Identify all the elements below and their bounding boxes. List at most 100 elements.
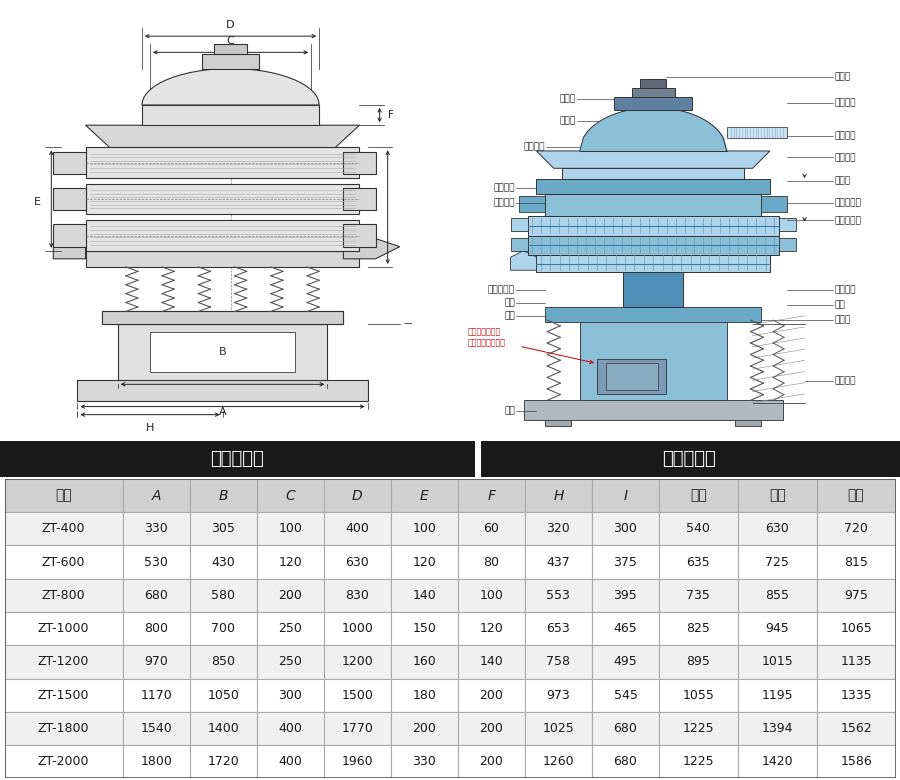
Bar — [525, 545, 592, 579]
Text: 200: 200 — [480, 689, 503, 702]
Bar — [391, 645, 458, 679]
Bar — [256, 479, 324, 512]
Text: ZT-1500: ZT-1500 — [38, 689, 89, 702]
Text: C: C — [285, 488, 295, 502]
Bar — [519, 197, 545, 211]
Text: 1135: 1135 — [841, 655, 872, 668]
Text: 1065: 1065 — [841, 622, 872, 635]
Bar — [4, 645, 122, 679]
Bar — [391, 512, 458, 545]
Bar — [0, 441, 475, 477]
Bar — [659, 545, 738, 579]
Text: 100: 100 — [278, 523, 302, 535]
Bar — [256, 545, 324, 579]
Bar — [324, 512, 391, 545]
Bar — [525, 645, 592, 679]
Bar — [525, 579, 592, 612]
Text: 160: 160 — [412, 655, 436, 668]
Text: 橡胶球: 橡胶球 — [835, 177, 850, 186]
Text: 1260: 1260 — [543, 755, 574, 768]
Bar — [659, 612, 738, 645]
Bar — [545, 307, 761, 322]
Bar — [592, 579, 659, 612]
Text: 540: 540 — [687, 523, 710, 535]
Bar — [190, 645, 256, 679]
Bar — [190, 679, 256, 712]
Bar — [525, 479, 592, 512]
Text: 1170: 1170 — [140, 689, 172, 702]
Text: 815: 815 — [844, 555, 868, 569]
Text: ZT-800: ZT-800 — [41, 589, 86, 602]
Bar — [4, 512, 122, 545]
Text: 球形清洁板: 球形清洁板 — [835, 198, 861, 207]
Text: 电动机: 电动机 — [835, 316, 850, 324]
Bar — [510, 238, 527, 250]
Bar — [816, 612, 896, 645]
Bar — [525, 512, 592, 545]
Bar — [606, 363, 658, 389]
Text: 1540: 1540 — [140, 722, 172, 735]
Text: 1050: 1050 — [207, 689, 239, 702]
Bar — [481, 441, 900, 477]
Bar — [816, 645, 896, 679]
Bar — [324, 745, 391, 778]
Text: 850: 850 — [212, 655, 235, 668]
Bar — [53, 225, 86, 246]
Text: 720: 720 — [844, 523, 868, 535]
Bar — [525, 745, 592, 778]
Text: F: F — [488, 488, 495, 502]
Text: ZT-2000: ZT-2000 — [38, 755, 89, 768]
Text: 1586: 1586 — [841, 755, 872, 768]
Text: 运输用固定螺栓
试机时去掉！！！: 运输用固定螺栓 试机时去掉！！！ — [467, 328, 505, 347]
Bar — [324, 645, 391, 679]
Bar — [592, 612, 659, 645]
Bar — [562, 168, 744, 179]
Bar — [738, 579, 816, 612]
Text: 320: 320 — [546, 523, 571, 535]
Text: 300: 300 — [278, 689, 302, 702]
Bar — [640, 80, 666, 88]
Bar — [525, 679, 592, 712]
Text: I: I — [624, 488, 627, 502]
Text: 680: 680 — [614, 722, 637, 735]
Text: 1000: 1000 — [341, 622, 374, 635]
Bar — [122, 579, 190, 612]
Text: 束环: 束环 — [504, 298, 515, 307]
Text: 580: 580 — [212, 589, 235, 602]
Bar — [816, 579, 896, 612]
Bar — [190, 612, 256, 645]
Text: 1055: 1055 — [682, 689, 715, 702]
Bar — [4, 712, 122, 745]
Text: 530: 530 — [144, 555, 168, 569]
Text: B: B — [219, 488, 228, 502]
Text: A: A — [151, 488, 161, 502]
Bar — [735, 420, 761, 427]
Polygon shape — [142, 69, 320, 105]
Text: 180: 180 — [412, 689, 436, 702]
Bar — [659, 479, 738, 512]
Text: ZT-1000: ZT-1000 — [38, 622, 89, 635]
Bar — [458, 645, 525, 679]
Polygon shape — [86, 126, 359, 147]
Text: 筛网法兰: 筛网法兰 — [835, 153, 856, 162]
Text: 735: 735 — [687, 589, 710, 602]
Text: 1195: 1195 — [761, 689, 793, 702]
Text: 305: 305 — [212, 523, 235, 535]
Text: 下部重锤: 下部重锤 — [835, 376, 856, 385]
Bar — [458, 579, 525, 612]
Bar — [510, 218, 527, 231]
Text: 400: 400 — [278, 755, 302, 768]
Text: 外形尺寸图: 外形尺寸图 — [210, 450, 264, 468]
Bar — [122, 645, 190, 679]
Bar — [53, 188, 86, 211]
Text: 1225: 1225 — [682, 755, 715, 768]
Bar — [761, 197, 788, 211]
Text: 680: 680 — [144, 589, 168, 602]
Text: 250: 250 — [278, 622, 302, 635]
Text: D: D — [352, 488, 363, 502]
Text: B: B — [219, 347, 226, 357]
Bar — [256, 579, 324, 612]
Bar — [214, 44, 247, 55]
Bar — [536, 179, 770, 194]
Text: 140: 140 — [480, 655, 503, 668]
